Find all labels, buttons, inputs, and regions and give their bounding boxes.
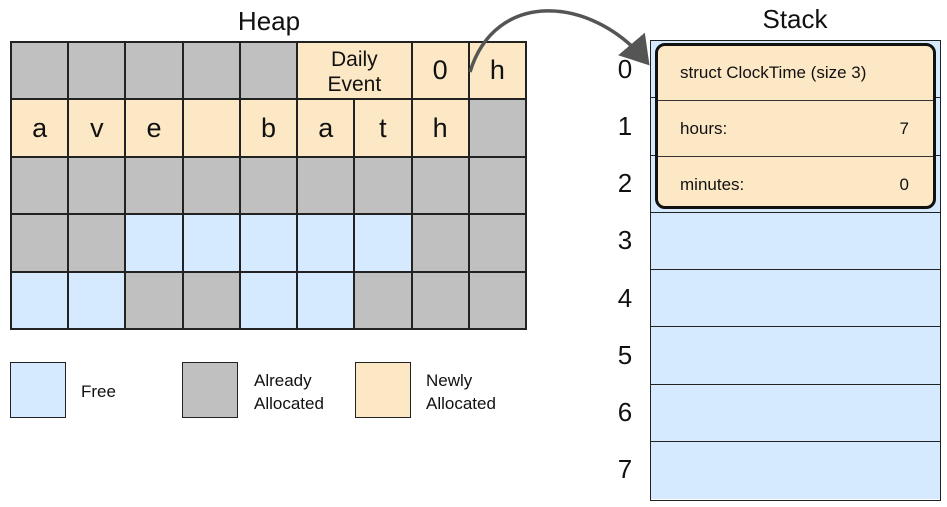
heap-title: Heap [237,6,301,36]
struct-header: struct ClockTime (size 3) [680,63,867,82]
heap-cell-1-0: a [11,99,69,157]
heap-cell-2-3 [182,156,240,215]
heap-cell-4-1 [68,271,126,329]
heap-grid: Daily Event 0 h a v e b a t h [10,41,527,330]
legend-already-allocated-swatch [182,362,238,418]
heap-cell-3-4 [239,214,298,272]
heap-cell-2-7 [411,156,469,215]
heap-cell-3-0 [11,214,69,272]
heap-to-stack-arrow [468,9,650,73]
heap-cell-4-2 [125,271,183,329]
heap-cell-2-1 [68,156,126,215]
heap-cell-4-5 [297,271,355,329]
heap-cell-4-7 [411,271,469,329]
struct-header-row: struct ClockTime (size 3) [658,46,933,101]
heap-cell-1-2: e [125,99,183,157]
heap-cell-0-3 [182,42,240,100]
stack-index-5: 5 [617,339,633,370]
heap-cell-1-4: b [239,99,298,157]
struct-clocktime: struct ClockTime (size 3) hours: 7 minut… [655,43,936,209]
heap-cell-0-4 [239,42,298,100]
heap-cell-1-1: v [68,99,126,157]
legend-newly-line1: Newly [426,371,473,390]
stack-index-1: 1 [617,110,633,141]
heap-cell-2-4 [239,156,298,215]
stack-cell-6 [651,384,940,442]
field-label-hours: hours: [680,119,728,138]
struct-field-minutes: minutes: 0 [658,158,933,206]
heap-cell-3-6 [354,214,412,272]
legend-newly-line2: Allocated [426,394,496,413]
heap-cell-3-2 [125,214,183,272]
heap-cell-1-6: t [354,99,412,157]
heap-cell-2-2 [125,156,183,215]
field-label-minutes: minutes: [680,175,745,194]
heap-cell-2-0 [11,156,69,215]
heap-cell-2-5 [297,156,355,215]
heap-cell-1-8 [468,99,526,157]
heap-cell-3-8 [468,214,526,272]
field-value-hours: 7 [899,119,909,138]
heap-cell-0-5: Daily Event [297,42,412,100]
field-value-minutes: 0 [899,175,909,194]
heap-cell-4-4 [239,271,298,329]
heap-cell-1-3 [182,99,240,157]
stack-index-6: 6 [617,397,633,428]
heap-cell-3-5 [297,214,355,272]
heap-cell-2-8 [468,156,526,215]
heap-cell-4-6 [354,271,412,329]
legend-newly-allocated-label: Newly Allocated [426,369,496,415]
legend-free-label: Free [81,382,116,401]
heap-cell-3-7 [411,214,469,272]
struct-field-hours: hours: 7 [658,102,933,157]
stack-index-4: 4 [617,282,633,313]
legend-already-allocated-label: Already Allocated [254,369,324,415]
heap-cell-2-6 [354,156,412,215]
stack-cell-5 [651,327,940,385]
heap-cell-0-0 [11,42,69,100]
legend-already-line2: Allocated [254,394,324,413]
heap-cell-0-1 [68,42,126,100]
heap-cell-4-3 [182,271,240,329]
heap-cell-0-7: 0 [411,42,469,100]
legend-newly-allocated-swatch [355,362,411,418]
heap-cell-4-8 [468,271,526,329]
stack-index-3: 3 [617,225,633,256]
heap-cell-0-2 [125,42,183,100]
heap-cell-1-7: h [411,99,469,157]
stack-index-7: 7 [617,454,633,485]
stack-index-2: 2 [617,168,633,199]
legend-already-line1: Already [254,371,312,390]
heap-cell-1-5: a [297,99,355,157]
heap-cell-3-1 [68,214,126,272]
stack-title: Stack [762,4,828,34]
stack-cell-4 [651,270,940,328]
heap-cell-3-3 [182,214,240,272]
heap-cell-4-0 [11,271,69,329]
stack-cell-3 [651,212,940,270]
stack-cell-7 [651,441,940,499]
legend-free-swatch [10,362,66,418]
